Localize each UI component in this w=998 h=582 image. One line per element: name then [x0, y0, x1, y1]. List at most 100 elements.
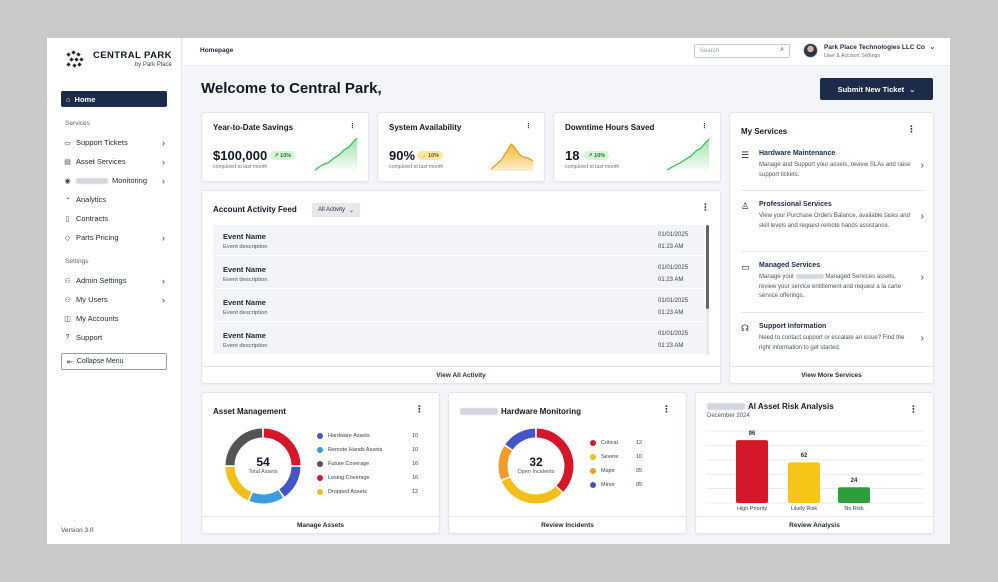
view-more-services-link[interactable]: View More Services — [730, 366, 933, 383]
scrollbar-thumb[interactable] — [706, 225, 709, 309]
logo-mark-icon — [66, 50, 84, 68]
donut-segment-major[interactable] — [498, 445, 513, 480]
bar-no-risk[interactable] — [838, 487, 870, 503]
activity-filter-dropdown[interactable]: All Activity ⌄ — [312, 203, 361, 217]
my-services-card: My Services ⋮ ☰ Hardware Maintenance Man… — [729, 112, 934, 384]
sidebar-item-label: Analytics — [76, 195, 107, 204]
redacted-text — [460, 408, 498, 415]
chevron-down-icon: ⌄ — [909, 84, 916, 94]
donut-segment-critical[interactable] — [536, 428, 574, 492]
bar-category-label: No Risk — [844, 506, 864, 512]
open-incidents-value: 32 — [529, 455, 543, 469]
analytics-icon: ◔ — [65, 196, 70, 203]
chevron-down-icon[interactable]: ⌄ — [929, 42, 936, 51]
event-name: Event Name — [223, 298, 266, 307]
kpi-value: 18 — [565, 148, 580, 163]
kebab-menu-icon[interactable]: ⋮ — [909, 404, 918, 414]
logo[interactable]: CENTRAL PARK by Park Place — [65, 50, 172, 70]
sidebar-item-label: Contracts — [76, 214, 109, 223]
legend-label: Severe — [601, 453, 619, 460]
service-title: Managed Services — [759, 262, 821, 269]
chevron-right-icon: › — [920, 333, 924, 344]
manage-assets-link[interactable]: Manage Assets — [202, 516, 439, 533]
sidebar-item-admin-settings[interactable]: ⚇ Admin Settings › — [63, 274, 167, 287]
kebab-menu-icon[interactable]: ⋮ — [907, 124, 916, 134]
asset-icon: ▤ — [64, 158, 71, 166]
sidebar-item-label: Parts Pricing — [76, 233, 119, 242]
sidebar-item-support[interactable]: ? Support — [63, 331, 167, 344]
list-item[interactable]: Event Name Event description 01/01/2025 … — [213, 225, 705, 256]
monitor-icon: ▭ — [741, 262, 750, 272]
collapse-menu-button[interactable]: ⇤ Collapse Menu — [61, 353, 167, 370]
view-all-activity-link[interactable]: View All Activity — [202, 366, 720, 383]
sidebar-item-asset-services[interactable]: ▤ Asset Services › — [63, 155, 167, 168]
donut-segment-future-coverage[interactable] — [225, 428, 263, 466]
kebab-menu-icon[interactable]: ⋮ — [525, 123, 532, 130]
legend-value: 16 — [412, 460, 419, 467]
search-icon[interactable]: ⌕ — [780, 46, 784, 53]
legend-value: 10 — [412, 446, 419, 453]
sidebar-item-parts-pricing[interactable]: ◇ Parts Pricing › — [63, 231, 167, 244]
risk-title: AI Asset Risk Analysis — [707, 402, 834, 411]
review-incidents-link[interactable]: Review Incidents — [449, 516, 686, 533]
trend-up-icon: ↗ — [588, 152, 593, 159]
donut-segment-severe[interactable] — [501, 477, 562, 504]
help-icon: ? — [65, 334, 70, 341]
avatar[interactable] — [803, 43, 818, 58]
total-assets-value: 54 — [256, 455, 270, 469]
submit-ticket-button[interactable]: Submit New Ticket ⌄ — [820, 78, 933, 100]
compare-note: compared to last month — [213, 164, 268, 170]
service-professional-services[interactable]: ♙ Professional Services View your Purcha… — [741, 201, 924, 251]
review-analysis-link[interactable]: Review Analysis — [696, 516, 933, 533]
donut-segment-hardware-assets[interactable] — [279, 466, 301, 497]
kebab-menu-icon[interactable]: ⋮ — [701, 202, 710, 212]
sidebar-item-support-tickets[interactable]: ▭ Support Tickets › — [63, 136, 167, 149]
kebab-menu-icon[interactable]: ⋮ — [662, 404, 671, 414]
search-input[interactable]: Search ⌕ — [694, 44, 790, 58]
service-managed-services[interactable]: ▭ Managed Services Manage your Managed S… — [741, 262, 924, 312]
accounts-icon: ◫ — [64, 315, 71, 323]
service-description: Manage your Managed Services assets, rev… — [759, 273, 902, 299]
legend-swatch — [590, 482, 596, 488]
event-name: Event Name — [223, 331, 266, 340]
breadcrumb[interactable]: Homepage — [200, 47, 234, 54]
kpi-card-downtime: Downtime Hours Saved ⋮ 18 ↗ 10% compared… — [553, 112, 721, 182]
sidebar-item-monitoring[interactable]: ◉ Monitoring › — [63, 174, 167, 187]
legend-swatch — [317, 475, 323, 481]
list-item[interactable]: Event Name Event description 01/01/2025 … — [213, 291, 705, 322]
kebab-menu-icon[interactable]: ⋮ — [349, 123, 356, 130]
chevron-right-icon: › — [162, 294, 165, 305]
list-item[interactable]: Event Name Event description 01/01/2025 … — [213, 258, 705, 289]
divider — [741, 251, 924, 252]
kebab-menu-icon[interactable]: ⋮ — [701, 123, 708, 130]
legend-label: Future Coverage — [328, 460, 370, 467]
collapse-arrow-icon: ⇤ — [67, 358, 73, 366]
kebab-menu-icon[interactable]: ⋮ — [415, 404, 424, 414]
donut-segment-losing-coverage[interactable] — [263, 428, 301, 466]
chart-bars — [736, 440, 870, 503]
service-hardware-maintenance[interactable]: ☰ Hardware Maintenance Manage and Suppor… — [741, 150, 924, 190]
event-time: 01:23 AM — [658, 310, 684, 316]
kpi-title: Downtime Hours Saved — [565, 123, 655, 132]
sidebar-item-contracts[interactable]: ▯ Contracts — [63, 212, 167, 225]
sidebar-item-home[interactable]: ⌂ Home — [61, 91, 167, 107]
brand-sub: by Park Place — [134, 62, 172, 68]
donut-segment-minor[interactable] — [505, 428, 536, 450]
sidebar-item-my-users[interactable]: ⚇ My Users › — [63, 293, 167, 306]
delta-badge: → 10% — [417, 151, 444, 160]
kpi-title: System Availability — [389, 123, 462, 132]
bar-high-priority[interactable] — [736, 440, 768, 503]
account-name[interactable]: Park Place Technologies LLC Co — [824, 44, 926, 51]
service-support-information[interactable]: ☊ Support Information Need to contact su… — [741, 323, 924, 363]
account-settings-link[interactable]: User & Account Settings — [824, 53, 880, 59]
sidebar-item-analytics[interactable]: ◔ Analytics — [63, 193, 167, 206]
donut-segment-remote-hands-assets[interactable] — [249, 489, 284, 504]
sidebar-item-label: Admin Settings — [76, 276, 127, 285]
list-item[interactable]: Event Name Event description 01/01/2025 … — [213, 324, 705, 355]
divider — [741, 190, 924, 191]
server-icon: ☰ — [741, 150, 750, 160]
sidebar-item-my-accounts[interactable]: ◫ My Accounts — [63, 312, 167, 325]
ticket-icon: ▭ — [64, 139, 71, 147]
donut-segment-dropped-assets[interactable] — [225, 466, 252, 501]
bar-likely-risk[interactable] — [788, 462, 820, 503]
